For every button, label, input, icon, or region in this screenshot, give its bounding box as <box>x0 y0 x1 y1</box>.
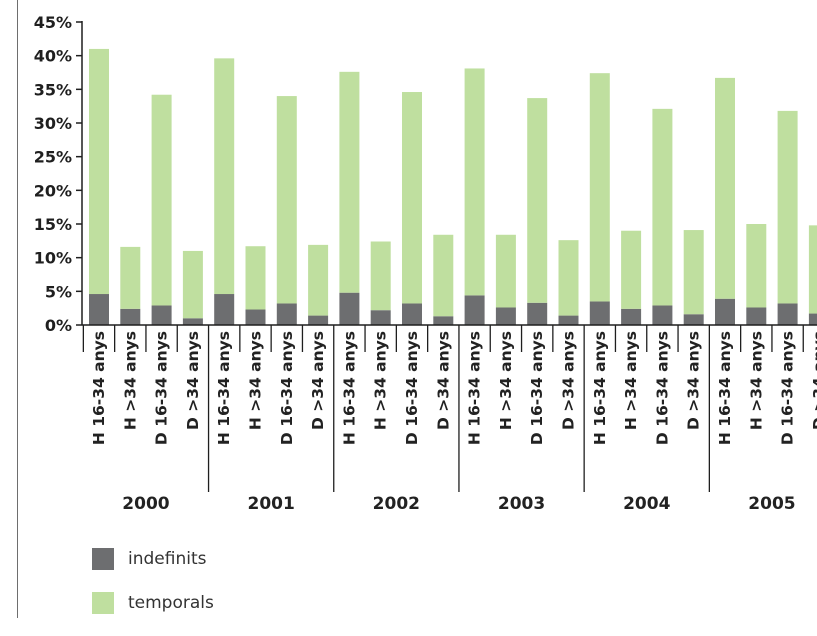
x-category-label-16: H 16-34 anys <box>591 331 609 445</box>
bar-indefinits-3 <box>182 318 203 325</box>
bar-temporals-23 <box>808 225 817 314</box>
bar-temporals-9 <box>370 241 391 311</box>
chart-legend: indefinits temporals <box>92 548 214 636</box>
x-category-label-6: D 16-34 anys <box>278 331 296 445</box>
bar-indefinits-6 <box>276 303 297 325</box>
bar-temporals-5 <box>245 246 266 310</box>
bar-temporals-2 <box>151 94 172 306</box>
bar-indefinits-17 <box>621 308 642 325</box>
bar-indefinits-20 <box>715 298 735 325</box>
x-category-label-9: H >34 anys <box>372 331 390 430</box>
bar-indefinits-11 <box>433 316 454 325</box>
y-tick-label-1: 5% <box>45 282 72 301</box>
y-tick-label-8: 40% <box>34 47 72 66</box>
x-category-label-3: D >34 anys <box>184 331 202 430</box>
bar-temporals-10 <box>402 92 422 304</box>
x-category-label-13: H >34 anys <box>497 331 515 430</box>
y-tick-label-2: 10% <box>34 249 72 268</box>
bar-temporals-20 <box>715 77 735 299</box>
x-group-label-2001: 2001 <box>247 494 294 514</box>
x-category-label-12: H 16-34 anys <box>466 331 484 445</box>
legend-item-indefinits: indefinits <box>92 548 214 570</box>
bar-indefinits-12 <box>464 295 485 325</box>
bar-temporals-14 <box>527 98 548 303</box>
frame-border-line <box>17 0 18 618</box>
x-group-label-2003: 2003 <box>498 494 545 514</box>
bar-indefinits-1 <box>120 308 141 325</box>
y-tick-label-0: 0% <box>45 316 72 335</box>
bar-indefinits-21 <box>746 307 767 325</box>
bar-indefinits-10 <box>402 303 422 325</box>
bar-indefinits-4 <box>214 294 235 325</box>
bar-temporals-16 <box>589 73 610 302</box>
x-category-label-15: D >34 anys <box>560 331 578 430</box>
bar-indefinits-15 <box>558 315 579 325</box>
x-category-label-1: H >34 anys <box>121 331 139 430</box>
x-category-label-17: H >34 anys <box>622 331 640 430</box>
legend-label-indefinits: indefinits <box>128 549 207 569</box>
bar-temporals-3 <box>182 250 203 319</box>
y-tick-label-3: 15% <box>34 215 72 234</box>
x-group-label-2004: 2004 <box>623 494 670 514</box>
y-tick-label-6: 30% <box>34 114 72 133</box>
x-group-label-2002: 2002 <box>373 494 420 514</box>
bar-indefinits-9 <box>370 310 391 325</box>
bar-temporals-7 <box>308 244 329 316</box>
bar-indefinits-5 <box>245 309 266 325</box>
bar-indefinits-13 <box>495 307 516 325</box>
x-group-label-2000: 2000 <box>122 494 169 514</box>
x-category-label-21: H >34 anys <box>747 331 765 430</box>
x-category-label-14: D 16-34 anys <box>528 331 546 445</box>
bar-temporals-1 <box>120 246 141 309</box>
legend-label-temporals: temporals <box>128 593 214 613</box>
x-category-label-7: D >34 anys <box>309 331 327 430</box>
x-category-label-2: D 16-34 anys <box>153 331 171 445</box>
bar-temporals-8 <box>339 71 360 293</box>
bar-temporals-13 <box>495 234 516 308</box>
x-category-label-20: H 16-34 anys <box>716 331 734 445</box>
bar-temporals-15 <box>558 240 579 316</box>
x-group-label-2005: 2005 <box>748 494 795 514</box>
x-category-label-10: D 16-34 anys <box>403 331 421 445</box>
bar-indefinits-0 <box>89 294 109 325</box>
legend-item-temporals: temporals <box>92 592 214 614</box>
bar-temporals-4 <box>214 58 235 295</box>
x-category-label-8: H 16-34 anys <box>340 331 358 445</box>
y-tick-label-7: 35% <box>34 80 72 99</box>
x-category-label-4: H 16-34 anys <box>215 331 233 445</box>
x-category-label-0: H 16-34 anys <box>90 331 108 445</box>
bar-indefinits-14 <box>527 302 548 325</box>
bar-indefinits-8 <box>339 292 360 325</box>
bar-indefinits-23 <box>808 313 817 325</box>
bar-temporals-21 <box>746 224 767 308</box>
bar-indefinits-16 <box>589 301 610 325</box>
x-category-label-11: D >34 anys <box>434 331 452 430</box>
bar-indefinits-22 <box>777 303 798 325</box>
x-category-label-19: D >34 anys <box>685 331 703 430</box>
legend-swatch-temporals <box>92 592 114 614</box>
bar-temporals-6 <box>276 96 297 304</box>
bar-temporals-19 <box>683 230 704 315</box>
bar-temporals-11 <box>433 234 454 317</box>
legend-swatch-indefinits <box>92 548 114 570</box>
bar-indefinits-18 <box>652 305 673 325</box>
x-category-label-18: D 16-34 anys <box>653 331 671 445</box>
bar-temporals-0 <box>89 48 109 295</box>
y-tick-label-5: 25% <box>34 148 72 167</box>
x-category-label-22: D 16-34 anys <box>779 331 797 445</box>
x-category-label-23: D >34 anys <box>810 331 817 430</box>
y-tick-label-4: 20% <box>34 181 72 200</box>
bar-temporals-22 <box>777 110 798 304</box>
bar-temporals-12 <box>464 68 485 296</box>
bar-temporals-18 <box>652 108 673 306</box>
stacked-bar-chart: 0% 5% 10% 15% 20% 25% 30% 35% 40% 45% H 16-34 anys… <box>34 13 817 514</box>
y-tick-label-9: 45% <box>34 13 72 32</box>
bar-indefinits-2 <box>151 305 172 325</box>
x-category-label-5: H >34 anys <box>247 331 265 430</box>
bar-indefinits-19 <box>683 314 704 325</box>
bar-indefinits-7 <box>308 315 329 325</box>
bar-temporals-17 <box>621 230 642 309</box>
